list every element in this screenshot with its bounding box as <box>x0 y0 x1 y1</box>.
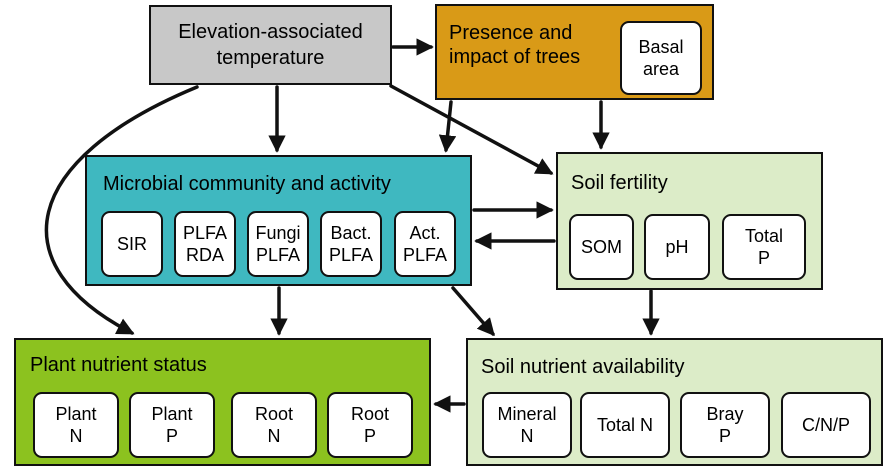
microbial-community-label: Microbial community and activity <box>103 173 391 195</box>
plfa-rda-item: PLFA RDA <box>174 211 236 277</box>
arrow-microbial-to-availability <box>451 286 495 337</box>
total-n-item: Total N <box>580 392 670 458</box>
presence-of-trees-label: Presence and impact of trees <box>449 22 581 68</box>
soil-nutrient-availability-label: Soil nutrient availability <box>481 356 685 378</box>
microbial-community-node: Microbial community and activity SIR PLF… <box>85 155 472 286</box>
arrow-elevation-to-fertility <box>389 84 554 175</box>
fungi-plfa-item: Fungi PLFA <box>247 211 309 277</box>
sir-item: SIR <box>101 211 163 277</box>
soil-fertility-node: Soil fertility SOM pH Total P <box>556 152 823 290</box>
root-p-item: Root P <box>327 392 413 458</box>
elevation-temperature-node: Elevation-associated temperature <box>149 5 392 85</box>
som-item: SOM <box>569 214 634 280</box>
arrow-trees-to-microbial <box>438 100 457 153</box>
mineral-n-item: Mineral N <box>482 392 572 458</box>
soil-nutrient-availability-node: Soil nutrient availability Mineral N Tot… <box>466 338 883 466</box>
plant-p-item: Plant P <box>129 392 215 458</box>
plant-n-item: Plant N <box>33 392 119 458</box>
plant-nutrient-status-label: Plant nutrient status <box>30 354 207 376</box>
total-p-item: Total P <box>722 214 806 280</box>
plant-nutrient-status-node: Plant nutrient status Plant N Plant P Ro… <box>14 338 431 466</box>
elevation-temperature-label: Elevation-associated temperature <box>178 21 363 69</box>
soil-fertility-label: Soil fertility <box>571 172 668 194</box>
bact-plfa-item: Bact. PLFA <box>320 211 382 277</box>
cnp-item: C/N/P <box>781 392 871 458</box>
ph-item: pH <box>644 214 710 280</box>
arrow-elevation-to-plant <box>44 85 199 335</box>
presence-of-trees-node: Presence and impact of trees Basal area <box>435 4 714 100</box>
basal-area-item: Basal area <box>620 21 702 95</box>
bray-p-item: Bray P <box>680 392 770 458</box>
act-plfa-item: Act. PLFA <box>394 211 456 277</box>
root-n-item: Root N <box>231 392 317 458</box>
